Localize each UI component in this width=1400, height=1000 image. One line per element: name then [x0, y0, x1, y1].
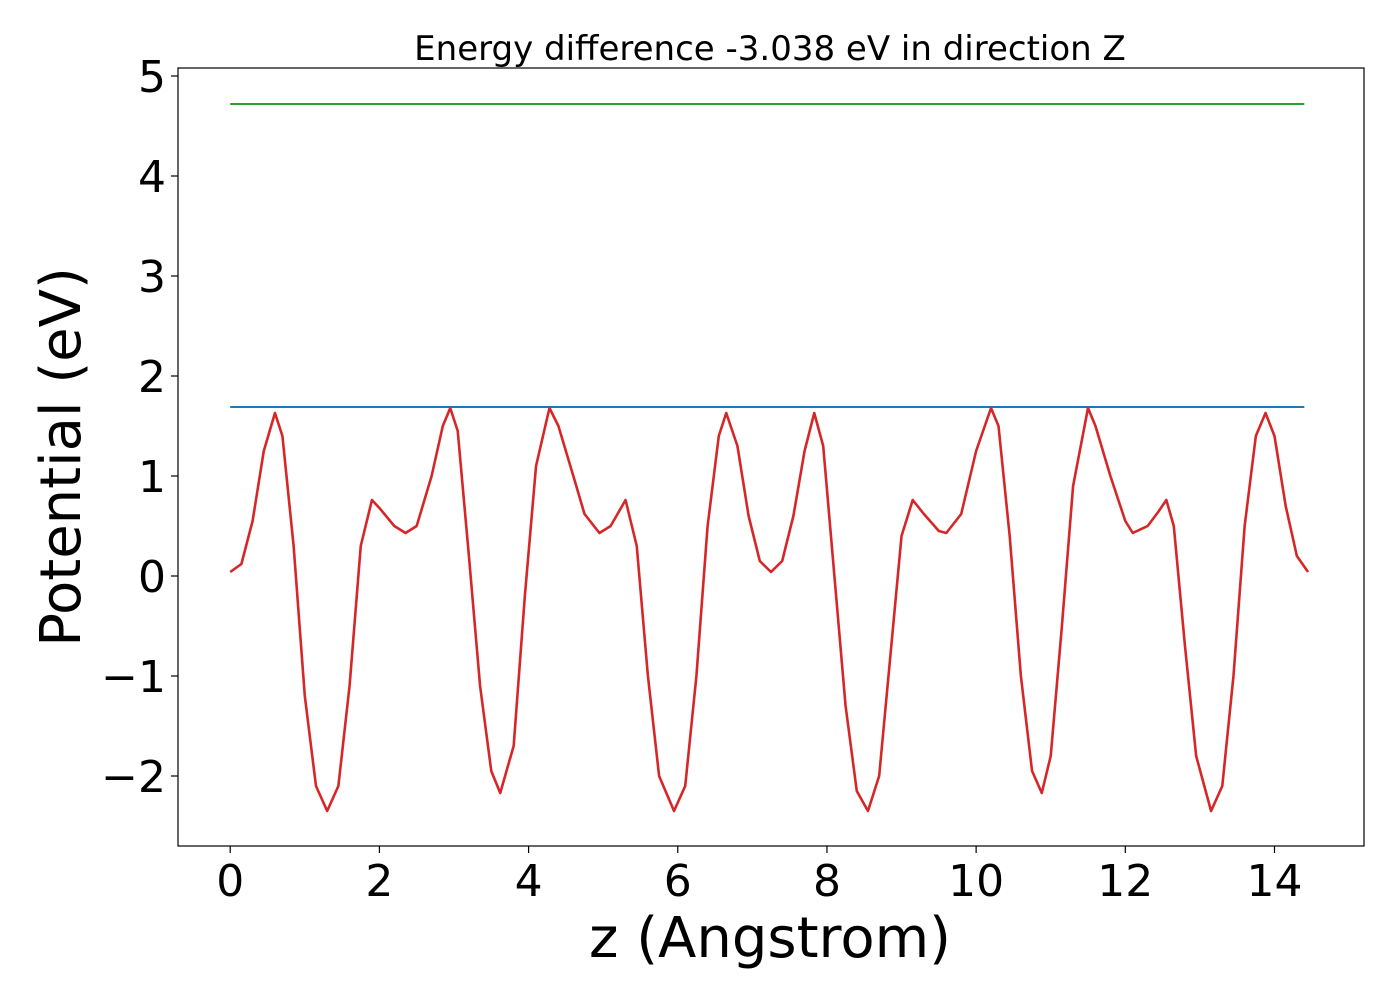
- chart-title: Energy difference -3.038 eV in direction…: [414, 29, 1126, 69]
- x-axis-ticks: 0 2 4 6 8 10 12 14: [216, 846, 1302, 907]
- x-axis-label: z (Angstrom): [589, 906, 951, 971]
- y-axis-ticks: −2 −1 0 1 2 3 4 5: [101, 52, 178, 803]
- plot-frame: [177, 67, 1365, 847]
- y-tick-label: 3: [138, 252, 166, 303]
- y-tick-label: −1: [101, 652, 166, 703]
- y-tick-label: −2: [101, 752, 166, 803]
- x-tick-label: 4: [515, 856, 543, 907]
- plot-area: [229, 103, 1310, 813]
- x-tick-label: 2: [365, 856, 393, 907]
- x-tick-label: 6: [664, 856, 692, 907]
- x-tick-label: 10: [948, 856, 1004, 907]
- x-tick-label: 14: [1246, 856, 1302, 907]
- x-tick-label: 8: [813, 856, 841, 907]
- y-tick-label: 4: [138, 152, 166, 203]
- x-tick-label: 0: [216, 856, 244, 907]
- y-axis-label: Potential (eV): [29, 267, 94, 647]
- y-tick-label: 1: [138, 452, 166, 503]
- y-tick-label: 2: [138, 352, 166, 403]
- y-tick-label: 0: [138, 552, 166, 603]
- series-line-2: [229, 406, 1310, 813]
- x-tick-label: 12: [1097, 856, 1153, 907]
- y-tick-label: 5: [138, 52, 166, 103]
